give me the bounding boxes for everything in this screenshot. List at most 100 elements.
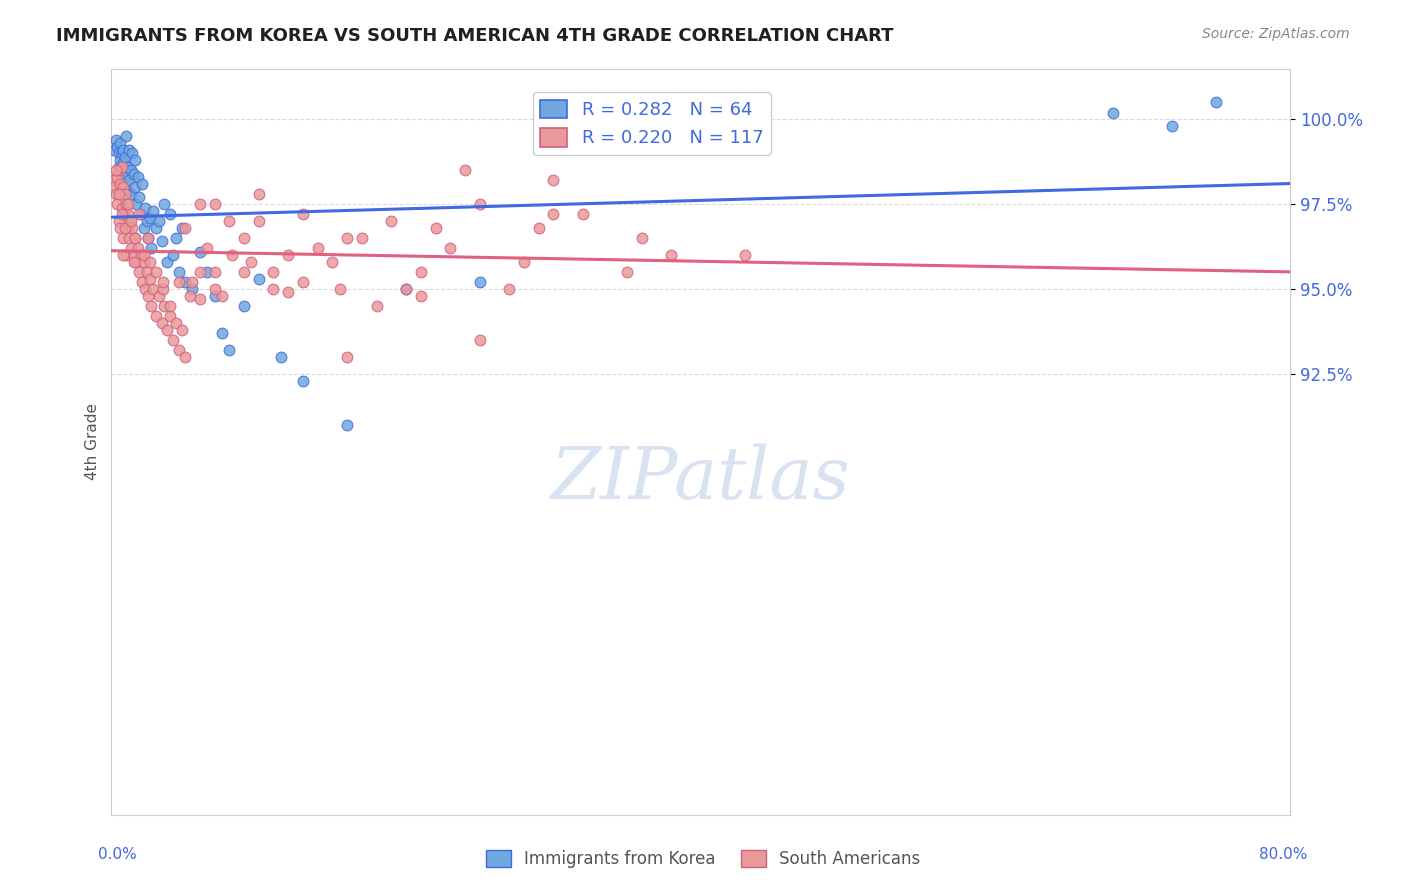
Point bbox=[128, 190, 150, 204]
Point bbox=[118, 231, 141, 245]
Point bbox=[527, 220, 550, 235]
Point bbox=[122, 248, 145, 262]
Point bbox=[127, 169, 149, 184]
Point bbox=[380, 214, 402, 228]
Point bbox=[277, 248, 299, 262]
Point bbox=[167, 275, 190, 289]
Text: 80.0%: 80.0% bbox=[1260, 847, 1308, 863]
Point bbox=[111, 163, 134, 178]
Point bbox=[204, 282, 226, 296]
Point bbox=[153, 197, 176, 211]
Point bbox=[167, 265, 190, 279]
Point bbox=[117, 197, 139, 211]
Point bbox=[117, 184, 139, 198]
Point bbox=[132, 220, 155, 235]
Point bbox=[152, 275, 174, 289]
Point bbox=[134, 201, 156, 215]
Point bbox=[110, 220, 132, 235]
Point bbox=[122, 255, 145, 269]
Point bbox=[124, 180, 146, 194]
Point bbox=[291, 374, 314, 388]
Point bbox=[112, 248, 135, 262]
Point bbox=[120, 214, 142, 228]
Point bbox=[204, 289, 226, 303]
Point bbox=[336, 350, 359, 364]
Point bbox=[270, 350, 292, 364]
Point bbox=[195, 265, 218, 279]
Point bbox=[107, 146, 129, 161]
Point bbox=[174, 220, 197, 235]
Point bbox=[150, 316, 173, 330]
Point bbox=[454, 163, 477, 178]
Legend: R = 0.282   N = 64, R = 0.220   N = 117: R = 0.282 N = 64, R = 0.220 N = 117 bbox=[533, 93, 770, 154]
Point bbox=[350, 231, 373, 245]
Text: 0.0%: 0.0% bbox=[98, 847, 138, 863]
Point bbox=[145, 265, 167, 279]
Point bbox=[122, 167, 145, 181]
Point bbox=[120, 241, 142, 255]
Point bbox=[181, 275, 204, 289]
Point bbox=[409, 265, 432, 279]
Point bbox=[121, 146, 143, 161]
Point bbox=[129, 207, 152, 221]
Point bbox=[1102, 105, 1125, 120]
Point bbox=[188, 197, 211, 211]
Point bbox=[125, 197, 148, 211]
Point bbox=[136, 231, 159, 245]
Point bbox=[159, 207, 181, 221]
Point bbox=[233, 265, 256, 279]
Point bbox=[124, 231, 146, 245]
Point bbox=[115, 129, 138, 144]
Point bbox=[132, 248, 155, 262]
Point bbox=[118, 214, 141, 228]
Y-axis label: 4th Grade: 4th Grade bbox=[86, 403, 100, 480]
Point bbox=[135, 214, 157, 228]
Point bbox=[277, 285, 299, 300]
Point bbox=[104, 133, 127, 147]
Point bbox=[174, 275, 197, 289]
Point bbox=[468, 197, 491, 211]
Point bbox=[141, 241, 163, 255]
Point bbox=[165, 231, 187, 245]
Point bbox=[142, 282, 165, 296]
Point bbox=[104, 186, 127, 201]
Point bbox=[120, 163, 142, 178]
Point bbox=[188, 265, 211, 279]
Point bbox=[162, 248, 184, 262]
Point bbox=[439, 241, 461, 255]
Point bbox=[156, 255, 179, 269]
Point bbox=[291, 207, 314, 221]
Point bbox=[128, 265, 150, 279]
Point bbox=[127, 241, 149, 255]
Point bbox=[105, 169, 128, 184]
Point bbox=[112, 156, 135, 170]
Point bbox=[115, 248, 138, 262]
Point bbox=[1161, 119, 1184, 133]
Point bbox=[118, 173, 141, 187]
Point bbox=[148, 289, 170, 303]
Text: ZIPatlas: ZIPatlas bbox=[551, 443, 851, 514]
Point bbox=[145, 220, 167, 235]
Point bbox=[124, 231, 146, 245]
Point bbox=[336, 231, 359, 245]
Point bbox=[131, 275, 153, 289]
Point bbox=[111, 207, 134, 221]
Point bbox=[115, 197, 138, 211]
Point bbox=[233, 231, 256, 245]
Point bbox=[395, 282, 418, 296]
Point bbox=[120, 186, 142, 201]
Point bbox=[117, 220, 139, 235]
Point bbox=[631, 231, 654, 245]
Point bbox=[263, 265, 285, 279]
Point bbox=[247, 272, 270, 286]
Legend: Immigrants from Korea, South Americans: Immigrants from Korea, South Americans bbox=[479, 843, 927, 875]
Point bbox=[111, 201, 134, 215]
Point bbox=[124, 153, 146, 167]
Point bbox=[513, 255, 536, 269]
Point bbox=[110, 136, 132, 150]
Point bbox=[148, 214, 170, 228]
Point bbox=[159, 309, 181, 323]
Point bbox=[129, 248, 152, 262]
Point bbox=[240, 255, 263, 269]
Point bbox=[107, 160, 129, 174]
